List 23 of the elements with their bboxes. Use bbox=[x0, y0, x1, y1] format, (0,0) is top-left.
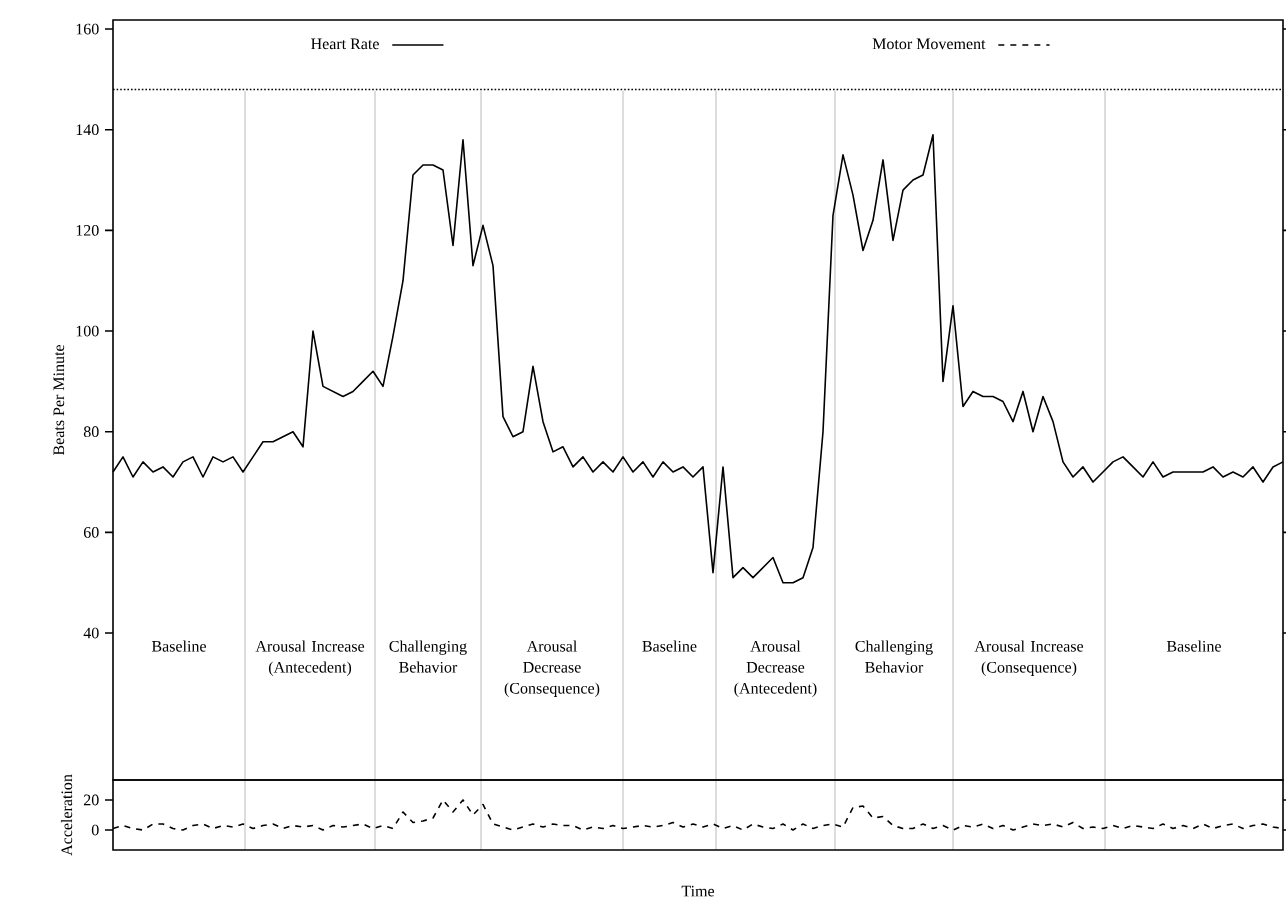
legend-label: Heart Rate bbox=[311, 38, 379, 50]
y-tick-label: 100 bbox=[76, 325, 99, 337]
annotation: Arousal Increase (Consequence) bbox=[974, 640, 1084, 676]
annotation: Arousal Decrease (Consequence) bbox=[504, 640, 600, 697]
annotation: Baseline bbox=[642, 640, 697, 652]
y-tick-label: 60 bbox=[83, 526, 99, 538]
annotation: Arousal Increase (Antecedent) bbox=[255, 640, 365, 676]
y-tick-label: 20 bbox=[83, 794, 99, 806]
y-axis-title: Beats Per Minute bbox=[53, 344, 65, 456]
y-axis-title: Acceleration bbox=[60, 774, 73, 856]
y-tick-label: 0 bbox=[91, 824, 99, 836]
annotation: Arousal Decrease (Antecedent) bbox=[734, 640, 817, 697]
y-tick-label: 140 bbox=[76, 124, 99, 136]
y-tick-label: 160 bbox=[76, 23, 99, 35]
annotation: Challenging Behavior bbox=[389, 640, 467, 673]
y-tick-label: 80 bbox=[83, 426, 99, 438]
annotation: Baseline bbox=[151, 640, 206, 652]
annotation: Baseline bbox=[1166, 640, 1221, 652]
y-tick-label: 120 bbox=[76, 224, 99, 236]
annotation: Challenging Behavior bbox=[855, 640, 933, 673]
legend-label: Motor Movement bbox=[872, 38, 986, 50]
x-axis-title: Time bbox=[681, 885, 715, 897]
y-tick-label: 40 bbox=[83, 627, 99, 639]
